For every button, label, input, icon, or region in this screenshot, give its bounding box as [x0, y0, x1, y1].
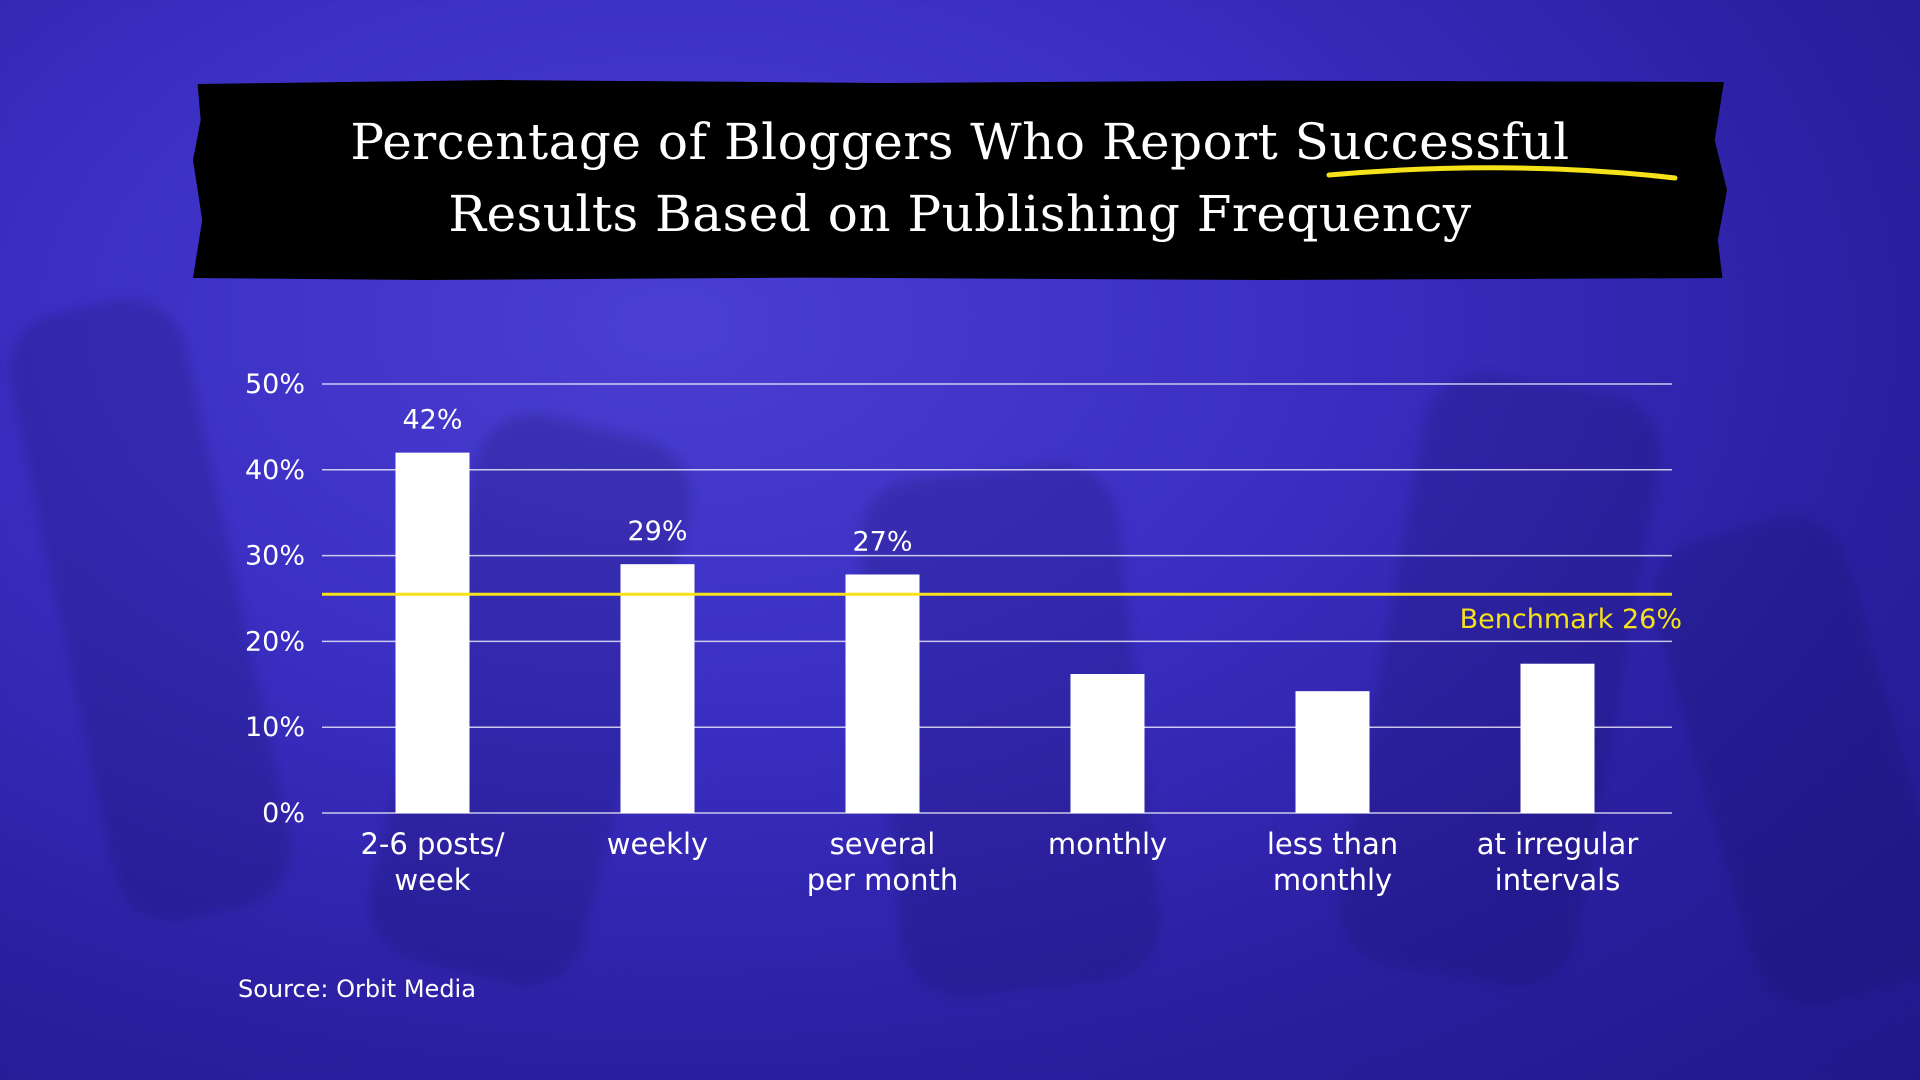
y-tick-label: 0%	[262, 798, 305, 829]
bar	[395, 452, 470, 813]
highlight-underline	[1326, 165, 1678, 181]
x-tick-label: monthly	[1048, 827, 1167, 861]
x-tick-label: week	[394, 863, 470, 897]
bar	[845, 574, 920, 813]
bar	[1070, 674, 1145, 813]
y-tick-label: 10%	[245, 712, 305, 743]
bar	[620, 564, 695, 813]
bar	[1295, 691, 1370, 813]
y-tick-label: 20%	[245, 626, 305, 657]
data-label: 27%	[852, 526, 912, 557]
x-tick-label: several	[830, 827, 936, 861]
x-tick-label: less than	[1267, 827, 1398, 861]
y-tick-label: 30%	[245, 541, 305, 572]
x-tick-label: weekly	[607, 827, 708, 861]
data-label: 42%	[402, 405, 462, 436]
x-tick-label: per month	[807, 863, 959, 897]
x-tick-label: at irregular	[1477, 827, 1639, 861]
x-tick-label: 2-6 posts/	[360, 827, 504, 861]
chart-title-line-2: Results Based on Publishing Frequency	[448, 185, 1472, 243]
chart-title-line-1: Percentage of Bloggers Who Report Succes…	[350, 113, 1570, 171]
bar	[1520, 663, 1595, 813]
x-tick-label: monthly	[1273, 863, 1392, 897]
title-banner: Percentage of Bloggers Who Report Succes…	[193, 80, 1727, 280]
source-note: Source: Orbit Media	[238, 975, 476, 1003]
y-tick-label: 50%	[245, 369, 305, 400]
data-label: 29%	[627, 516, 687, 547]
benchmark-label: Benchmark 26%	[1460, 604, 1682, 635]
y-tick-label: 40%	[245, 455, 305, 486]
x-tick-label: intervals	[1495, 863, 1621, 897]
